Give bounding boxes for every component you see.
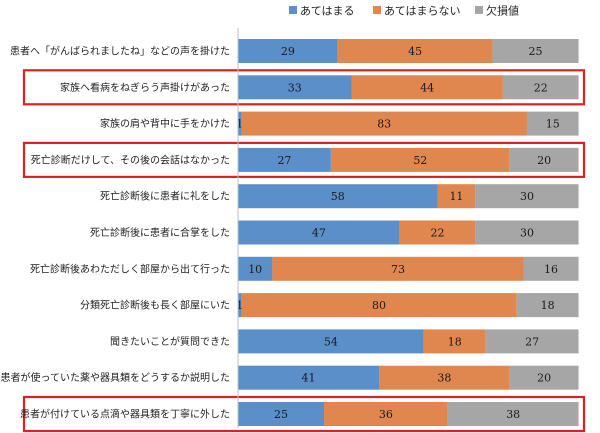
value-label-2-8: 27 [525, 335, 539, 348]
bar-1-4 [437, 184, 476, 209]
bar-0-10 [238, 402, 324, 426]
value-label-0-7: 1 [236, 299, 243, 312]
category-labels: 患者へ「がんばられましたね」などの声を掛けた家族へ看病をねぎらう声掛けがあった家… [1, 45, 231, 421]
bar-2-4 [475, 184, 579, 209]
value-label-2-2: 15 [546, 118, 560, 131]
bar-2-7 [516, 293, 579, 318]
value-label-2-5: 30 [520, 227, 534, 240]
bar-2-5 [475, 220, 579, 245]
value-label-0-9: 41 [302, 372, 316, 385]
value-label-2-0: 25 [529, 45, 543, 58]
bar-2-6 [523, 256, 579, 281]
bar-2-0 [492, 39, 579, 63]
bar-1-6 [272, 256, 524, 281]
value-label-0-0: 29 [281, 45, 295, 58]
value-label-0-3: 27 [277, 154, 291, 167]
bar-1-3 [330, 147, 510, 172]
value-label-2-1: 22 [534, 81, 548, 94]
value-label-2-9: 20 [537, 372, 551, 385]
value-label-1-3: 52 [413, 154, 427, 167]
value-label-1-4: 11 [449, 190, 463, 203]
highlight-boxes [22, 69, 586, 433]
bar-1-10 [324, 402, 448, 426]
category-label-7: 分類死亡診断後も長く部屋にいた [80, 299, 230, 312]
category-label-9: 患者が使っていた薬や器具類をどうするか説明した [1, 371, 231, 384]
bar-1-2 [241, 111, 527, 136]
legend-label-1: あてはまらない [384, 5, 461, 18]
legend-swatch-2 [475, 6, 483, 14]
value-label-0-2: 1 [236, 118, 243, 131]
bar-2-2 [526, 111, 579, 136]
value-label-1-6: 73 [391, 263, 405, 276]
value-label-2-3: 20 [537, 154, 551, 167]
bar-1-8 [423, 329, 486, 354]
bar-0-2 [238, 111, 242, 136]
value-label-0-6: 10 [248, 263, 262, 276]
bar-0-8 [238, 329, 424, 354]
value-label-1-5: 22 [431, 227, 445, 240]
bar-0-0 [238, 39, 338, 63]
legend-label-0: あてはまる [300, 5, 355, 18]
bar-2-1 [502, 75, 579, 100]
highlight-box-10 [22, 395, 586, 433]
category-label-3: 死亡診断だけして、その後の会話はなかった [31, 153, 230, 166]
value-label-1-1: 44 [420, 81, 434, 94]
value-label-0-4: 58 [331, 190, 345, 203]
highlight-box-3 [22, 141, 586, 178]
bar-1-5 [399, 220, 476, 245]
legend-label-2: 欠損値 [486, 4, 519, 18]
category-label-10: 患者が付けている点滴や器具類を丁寧に外した [20, 408, 230, 421]
value-label-0-10: 25 [274, 408, 288, 421]
value-label-0-1: 33 [288, 81, 302, 94]
highlight-box-1 [22, 69, 586, 106]
value-label-1-2: 83 [377, 118, 391, 131]
value-label-2-4: 30 [520, 190, 534, 203]
category-label-6: 死亡診断後あわただしく部屋から出て行った [30, 262, 230, 275]
value-label-0-8: 54 [324, 335, 338, 348]
bar-2-8 [485, 329, 579, 354]
category-label-4: 死亡診断後に患者に礼をした [100, 190, 230, 203]
bar-0-4 [238, 184, 438, 209]
bar-0-5 [238, 220, 400, 245]
value-label-1-0: 45 [408, 45, 422, 58]
bar-1-1 [351, 75, 503, 100]
bar-1-9 [379, 365, 510, 390]
bar-2-9 [509, 365, 579, 390]
bar-0-7 [238, 293, 242, 318]
bar-1-7 [241, 293, 517, 318]
value-label-1-7: 80 [372, 299, 386, 312]
value-label-2-10: 38 [506, 408, 520, 421]
bar-0-6 [238, 256, 273, 281]
category-label-5: 死亡診断後に患者に合掌をした [90, 226, 230, 239]
value-label-1-8: 18 [448, 335, 462, 348]
value-label-2-6: 16 [544, 263, 558, 276]
bar-2-3 [509, 147, 579, 172]
chart-legend: あてはまる あてはまらない 欠損値 [289, 4, 519, 18]
legend-swatch-0 [289, 6, 297, 14]
legend-swatch-1 [373, 6, 381, 14]
value-label-1-9: 38 [437, 372, 451, 385]
category-label-0: 患者へ「がんばられましたね」などの声を掛けた [10, 45, 230, 58]
value-label-2-7: 18 [541, 299, 555, 312]
bar-0-1 [238, 75, 352, 100]
category-label-8: 聞きたいことが質問できた [110, 335, 230, 348]
bar-2-10 [447, 402, 579, 426]
value-label-0-5: 47 [312, 227, 326, 240]
bar-0-9 [238, 365, 380, 390]
bar-0-3 [238, 147, 331, 172]
value-label-1-10: 36 [379, 408, 393, 421]
bar-1-0 [337, 39, 493, 63]
bars: 29 45 25 33 44 22 1 83 15 27 52 20 58 11 30 47 22 30 10 73 1… [236, 39, 579, 426]
category-label-1: 家族へ看病をねぎらう声掛けがあった [60, 81, 230, 94]
category-label-2: 家族の肩や背中に手をかけた [100, 117, 230, 130]
